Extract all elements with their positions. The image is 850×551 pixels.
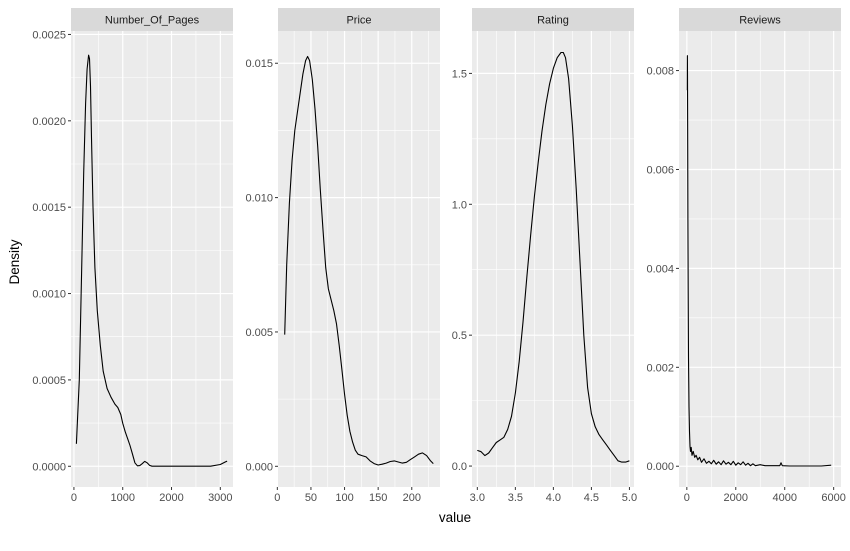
density-line-reviews xyxy=(686,55,832,467)
y-tick-label: 0.0000 xyxy=(32,461,66,473)
y-axis-title: Density xyxy=(7,239,22,284)
strip-label-rating: Rating xyxy=(537,15,569,27)
facet-reviews: Reviews 0 2000 4000 6000 0.000 0.002 0.004 0.006… xyxy=(646,8,846,504)
x-tick-label: 3.0 xyxy=(470,492,485,504)
y-tick-label: 0.000 xyxy=(646,461,674,473)
strip-label-price: Price xyxy=(346,15,371,27)
y-tick-label: 0.0025 xyxy=(32,29,66,41)
strip-rating xyxy=(472,8,634,31)
facet-price: Price 0 50 100 150 200 0.000 0.005 0.010 0.015 xyxy=(245,8,440,504)
x-tick-label: 200 xyxy=(403,492,421,504)
y-tick-label: 0.010 xyxy=(245,193,273,205)
strip-reviews xyxy=(679,8,841,31)
facet-rating: Rating 3.0 3.5 4.0 4.5 5.0 0.0 0.5 1.0 1.5 xyxy=(452,8,637,504)
x-tick-label: 2000 xyxy=(724,492,748,504)
x-tick-label: 100 xyxy=(335,492,353,504)
facet-number-of-pages: Number_Of_Pages 0 1000 2000 3000 0.0000 0.0005… xyxy=(32,8,233,504)
x-tick-label: 4.0 xyxy=(546,492,561,504)
strip-label-reviews: Reviews xyxy=(739,15,781,27)
x-tick-label: 0 xyxy=(684,492,690,504)
y-tick-label: 0.0005 xyxy=(32,375,66,387)
strip-number-of-pages xyxy=(71,8,233,31)
panel-bg-number-of-pages xyxy=(71,31,233,487)
y-tick-label: 0.002 xyxy=(646,362,674,374)
strip-label-number-of-pages: Number_Of_Pages xyxy=(105,15,200,27)
x-tick-label: 5.0 xyxy=(622,492,637,504)
x-tick-label: 6000 xyxy=(821,492,845,504)
y-tick-label: 0.004 xyxy=(646,263,674,275)
density-line-rating xyxy=(477,51,630,463)
x-tick-label: 2000 xyxy=(159,492,183,504)
y-tick-label: 0.0010 xyxy=(32,289,66,301)
y-tick-label: 0.0 xyxy=(452,461,467,473)
y-tick-label: 0.000 xyxy=(245,461,273,473)
y-tick-label: 0.0020 xyxy=(32,116,66,128)
y-tick-label: 0.005 xyxy=(245,327,273,339)
y-tick-label: 0.5 xyxy=(452,330,467,342)
y-tick-label: 1.0 xyxy=(452,199,467,211)
strip-price xyxy=(278,8,440,31)
x-tick-label: 3000 xyxy=(208,492,232,504)
y-tick-label: 0.0015 xyxy=(32,202,66,214)
density-line-number-of-pages xyxy=(75,54,228,467)
x-tick-label: 4.5 xyxy=(584,492,599,504)
x-tick-label: 0 xyxy=(71,492,77,504)
density-line-price xyxy=(284,55,434,466)
x-tick-label: 150 xyxy=(369,492,387,504)
x-tick-label: 4000 xyxy=(772,492,796,504)
x-axis-title: value xyxy=(439,510,471,525)
x-tick-label: 3.5 xyxy=(508,492,523,504)
y-tick-label: 0.008 xyxy=(646,66,674,78)
x-tick-label: 50 xyxy=(305,492,317,504)
panel-bg-price xyxy=(278,31,440,487)
x-tick-label: 0 xyxy=(274,492,280,504)
y-tick-label: 0.015 xyxy=(245,58,273,70)
x-tick-label: 1000 xyxy=(110,492,134,504)
y-tick-label: 1.5 xyxy=(452,68,467,80)
y-tick-label: 0.006 xyxy=(646,164,674,176)
